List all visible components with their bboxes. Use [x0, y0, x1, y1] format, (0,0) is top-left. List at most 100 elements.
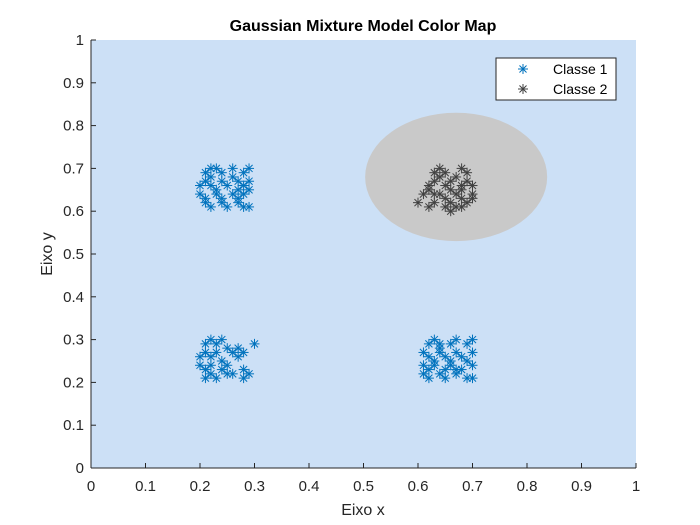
- x-tick-label: 0.5: [353, 478, 374, 495]
- y-tick-label: 0.9: [63, 75, 84, 92]
- data-point-classe-1: [434, 338, 445, 349]
- data-point-classe-2: [440, 167, 451, 178]
- data-points-layer: [195, 163, 478, 384]
- data-point-classe-1: [467, 334, 478, 345]
- data-point-classe-2: [429, 176, 440, 187]
- data-point-classe-1: [211, 184, 222, 195]
- data-point-classe-2: [440, 180, 451, 191]
- data-point-classe-2: [434, 163, 445, 174]
- data-point-classe-1: [423, 364, 434, 375]
- data-point-classe-1: [216, 197, 227, 208]
- data-point-classe-1: [227, 171, 238, 182]
- y-tick-label: 1: [76, 32, 84, 49]
- data-point-classe-1: [238, 180, 249, 191]
- y-axis-label: Eixo y: [39, 232, 56, 276]
- data-point-classe-2: [434, 189, 445, 200]
- data-point-classe-2: [456, 201, 467, 212]
- legend-label-classe-1: Classe 1: [553, 61, 608, 77]
- chart-title: Gaussian Mixture Model Color Map: [230, 18, 497, 35]
- data-point-classe-1: [462, 373, 473, 384]
- y-tick-label: 0.7: [63, 160, 84, 177]
- legend-marker-icon: [518, 64, 528, 74]
- y-tick-label: 0.8: [63, 118, 84, 135]
- data-point-classe-1: [216, 167, 227, 178]
- data-point-classe-2: [445, 184, 456, 195]
- legend-label-classe-2: Classe 2: [553, 81, 608, 97]
- y-tick-label: 0.4: [63, 289, 84, 306]
- data-point-classe-1: [222, 201, 233, 212]
- data-point-classe-1: [200, 347, 211, 358]
- data-point-classe-2: [462, 176, 473, 187]
- data-point-classe-1: [233, 351, 244, 362]
- data-point-classe-2: [429, 167, 440, 178]
- data-point-classe-2: [445, 206, 456, 217]
- y-tick-label: 0.6: [63, 203, 84, 220]
- data-point-classe-1: [216, 334, 227, 345]
- x-tick-label: 1: [632, 478, 640, 495]
- data-point-classe-1: [227, 189, 238, 200]
- data-point-classe-1: [200, 197, 211, 208]
- data-point-classe-1: [222, 360, 233, 371]
- data-point-classe-1: [440, 364, 451, 375]
- data-point-classe-1: [249, 338, 260, 349]
- data-point-classe-1: [434, 347, 445, 358]
- data-point-classe-1: [467, 347, 478, 358]
- data-point-classe-1: [211, 347, 222, 358]
- x-tick-label: 0.1: [135, 478, 156, 495]
- data-point-classe-1: [200, 364, 211, 375]
- data-point-classe-1: [200, 373, 211, 384]
- data-point-classe-1: [195, 351, 205, 362]
- data-point-classe-1: [233, 343, 244, 354]
- data-point-classe-1: [244, 368, 255, 379]
- data-point-classe-1: [429, 356, 440, 366]
- data-point-classe-1: [244, 163, 255, 174]
- data-point-classe-1: [216, 176, 227, 187]
- data-point-classe-1: [200, 176, 211, 187]
- data-point-classe-1: [418, 368, 429, 379]
- data-point-classe-2: [467, 180, 478, 191]
- data-point-classe-1: [233, 184, 244, 195]
- x-axis-label: Eixo x: [341, 502, 385, 519]
- data-point-classe-2: [456, 184, 467, 195]
- y-tick-label: 0.5: [63, 246, 84, 263]
- y-tick-label: 0.2: [63, 374, 84, 391]
- data-point-classe-1: [216, 356, 227, 366]
- y-tick-labels: 0 0.1 0.2 0.3 0.4 0.5 0.6 0.7 0.8 0.9 1: [63, 32, 96, 477]
- data-point-classe-2: [445, 197, 456, 208]
- data-point-classe-1: [205, 360, 216, 371]
- data-point-classe-1: [222, 343, 233, 354]
- data-point-classe-2: [462, 167, 473, 178]
- data-point-classe-2: [451, 171, 462, 182]
- data-point-classe-1: [456, 351, 467, 362]
- data-point-classe-1: [238, 189, 249, 200]
- data-point-classe-1: [205, 334, 216, 345]
- data-point-classe-1: [434, 368, 445, 379]
- data-point-classe-1: [238, 167, 249, 178]
- x-tick-label: 0.2: [190, 478, 211, 495]
- data-point-classe-1: [440, 351, 451, 362]
- data-point-classe-2: [467, 193, 478, 204]
- y-tick-label: 0.3: [63, 332, 84, 349]
- data-point-classe-2: [440, 193, 451, 204]
- data-point-classe-1: [423, 351, 434, 362]
- data-point-classe-1: [451, 347, 462, 358]
- data-point-classe-2: [456, 163, 467, 174]
- data-point-classe-1: [200, 338, 211, 349]
- data-point-classe-1: [467, 360, 478, 371]
- data-point-classe-1: [244, 184, 255, 195]
- data-point-classe-2: [429, 197, 440, 208]
- y-tick-label: 0: [76, 460, 84, 477]
- data-point-classe-1: [429, 334, 440, 345]
- data-point-classe-1: [440, 373, 451, 384]
- data-point-classe-1: [462, 338, 473, 349]
- x-axis: 0 0.1 0.2 0.3 0.4 0.5 0.6 0.7 0.8 0.9 1: [87, 463, 640, 495]
- data-point-classe-1: [227, 368, 238, 379]
- data-point-classe-1: [205, 368, 216, 379]
- data-point-classe-1: [244, 176, 255, 187]
- data-point-classe-1: [233, 176, 244, 187]
- data-point-classe-1: [244, 201, 255, 212]
- data-point-classe-1: [238, 347, 249, 358]
- data-point-classe-1: [222, 180, 233, 191]
- x-tick-label: 0.8: [517, 478, 538, 495]
- data-point-classe-1: [227, 163, 238, 174]
